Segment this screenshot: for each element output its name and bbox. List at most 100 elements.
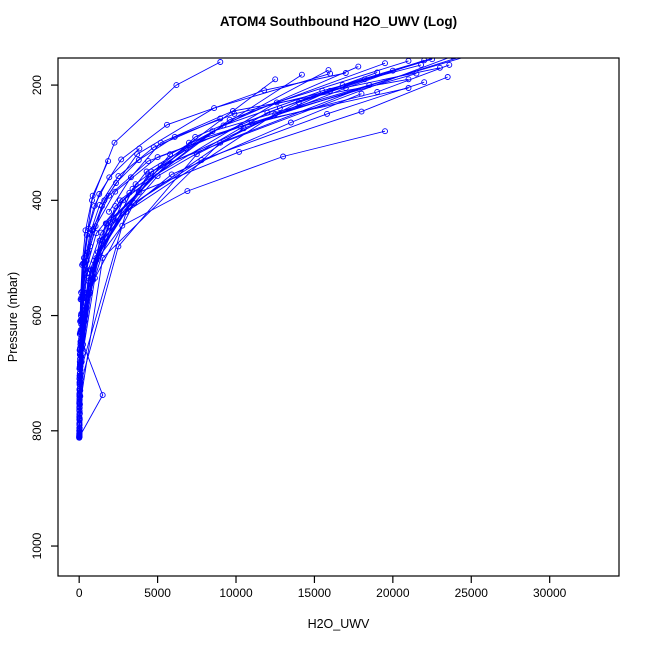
data-point-marker	[132, 181, 139, 188]
data-point-marker	[119, 222, 126, 229]
data-point-marker	[168, 171, 175, 178]
data-point-marker	[111, 139, 118, 146]
data-point-marker	[280, 153, 287, 160]
x-tick-label: 10000	[219, 586, 253, 600]
data-point-marker	[327, 70, 334, 77]
x-tick-label: 25000	[455, 586, 489, 600]
data-point-marker	[358, 90, 365, 97]
data-point-marker	[115, 243, 122, 250]
x-tick-label: 0	[76, 586, 83, 600]
data-point-marker	[382, 60, 388, 67]
data-point-marker	[91, 275, 98, 282]
data-point-marker	[164, 121, 170, 128]
data-point-marker	[105, 223, 112, 230]
y-tick-label: 1000	[30, 532, 44, 559]
data-point-marker	[264, 109, 271, 116]
data-point-marker	[287, 119, 294, 126]
y-axis-label: Pressure (mbar)	[6, 272, 20, 362]
data-point-marker	[106, 208, 112, 215]
data-point-marker	[135, 157, 142, 163]
data-point-marker	[298, 71, 305, 78]
profile-line	[78, 76, 448, 435]
data-point-marker	[444, 74, 451, 80]
data-point-marker	[89, 192, 96, 199]
data-point-marker	[76, 424, 83, 431]
data-point-marker	[324, 110, 330, 117]
profile-line	[79, 70, 393, 385]
data-point-marker	[115, 173, 122, 180]
data-point-marker	[127, 174, 134, 181]
x-axis-label: H2O_UWV	[308, 617, 370, 631]
data-point-marker	[86, 290, 93, 297]
data-point-marker	[79, 261, 86, 268]
data-point-marker	[240, 125, 247, 132]
data-point-marker	[82, 270, 89, 277]
data-point-marker	[83, 231, 90, 238]
data-point-marker	[272, 76, 279, 83]
y-tick-label: 800	[30, 420, 44, 440]
data-point-marker	[76, 430, 83, 437]
profile-line	[78, 87, 409, 434]
data-point-marker	[167, 151, 174, 158]
data-point-marker	[469, 51, 474, 56]
data-point-marker	[79, 260, 86, 267]
profile-line	[79, 71, 378, 430]
chart-title: ATOM4 Southbound H2O_UWV (Log)	[220, 14, 457, 29]
data-point-marker	[91, 203, 98, 210]
data-point-marker	[134, 151, 141, 158]
profile-line	[79, 73, 417, 374]
data-point-marker	[342, 85, 349, 91]
data-point-marker	[418, 61, 425, 68]
data-point-marker	[157, 139, 164, 146]
data-point-marker	[136, 145, 143, 152]
data-point-marker	[154, 173, 161, 180]
data-point-marker	[449, 58, 455, 60]
data-point-marker	[405, 76, 412, 83]
data-point-marker	[120, 197, 127, 204]
profile-line	[78, 67, 440, 437]
data-point-marker	[131, 200, 138, 207]
data-point-marker	[442, 58, 444, 59]
y-tick-label: 200	[30, 75, 44, 95]
profile-line	[78, 130, 386, 434]
y-tick-label: 600	[30, 305, 44, 325]
data-point-marker	[106, 174, 113, 181]
data-point-marker	[85, 275, 92, 282]
data-point-marker	[236, 148, 243, 155]
data-point-marker	[446, 61, 453, 68]
profile-line	[79, 74, 303, 426]
data-point-marker	[382, 128, 388, 135]
axes: 0 5000 10000 15000 20000 25000 30000 200 400 600 8…	[30, 75, 567, 600]
data-point-marker	[79, 327, 85, 333]
data-point-marker	[148, 168, 155, 175]
data-point-marker	[325, 67, 332, 74]
data-point-marker	[118, 156, 125, 163]
data-point-marker	[211, 105, 218, 112]
data-point-marker	[101, 197, 108, 204]
y-tick-label: 400	[30, 190, 44, 210]
data-point-marker	[105, 158, 112, 165]
data-point-marker	[87, 243, 94, 250]
data-point-marker	[217, 59, 224, 65]
profile-line	[78, 81, 425, 437]
profile-line	[108, 78, 409, 213]
x-tick-label: 5000	[144, 586, 171, 600]
data-point-marker	[484, 48, 489, 53]
data-point-marker	[421, 79, 428, 86]
data-point-marker	[77, 363, 84, 370]
data-point-marker	[96, 201, 103, 208]
data-point-marker	[374, 89, 381, 95]
data-point-marker	[173, 82, 180, 89]
data-point-marker	[229, 108, 236, 114]
profile-line	[79, 84, 370, 408]
plot-box	[57, 57, 620, 577]
data-point-marker	[374, 69, 381, 76]
data-point-marker	[87, 230, 93, 237]
data-point-marker	[184, 188, 191, 195]
x-tick-label: 20000	[376, 586, 410, 600]
profile-line	[78, 118, 221, 436]
data-point-marker	[112, 188, 119, 195]
data-point-marker	[421, 58, 428, 64]
